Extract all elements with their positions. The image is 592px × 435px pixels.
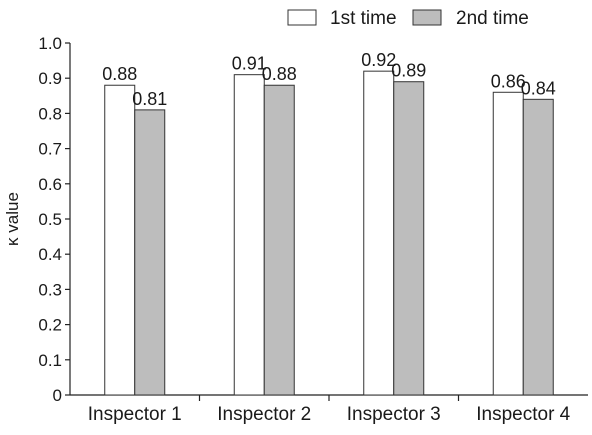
x-axis: Inspector 1 Inspector 2 Inspector 3 Inspect… <box>70 394 588 425</box>
y-tick-label: 1.0 <box>38 34 62 53</box>
legend-label-1st-time: 1st time <box>330 8 397 29</box>
data-label: 0.91 <box>232 54 267 74</box>
bar-1st-time <box>233 74 265 396</box>
y-tick-label: 0.5 <box>38 210 62 229</box>
y-tick-label: 0.4 <box>38 245 62 264</box>
bars: 0.880.810.910.880.920.890.860.84 <box>102 50 556 396</box>
data-label: 0.88 <box>102 64 137 84</box>
y-tick-label: 0.6 <box>38 175 62 194</box>
y-tick-label: 0.3 <box>38 280 62 299</box>
bar-2nd-time <box>134 109 166 396</box>
y-tick-label: 0.1 <box>38 351 62 370</box>
y-axis-label: κ value <box>3 192 22 246</box>
y-tick-label: 0.7 <box>38 140 62 159</box>
bar-2nd-time <box>522 98 554 396</box>
y-tick-label: 0.9 <box>38 69 62 88</box>
data-label: 0.89 <box>391 61 426 81</box>
x-tick-label: Inspector 4 <box>476 404 570 425</box>
legend-label-2nd-time: 2nd time <box>456 8 529 29</box>
data-label: 0.84 <box>521 78 556 98</box>
y-tick-label: 0.8 <box>38 104 62 123</box>
x-tick-label: Inspector 2 <box>217 404 311 425</box>
bar-1st-time <box>363 70 395 396</box>
data-label: 0.81 <box>132 89 167 109</box>
data-label: 0.92 <box>361 50 396 70</box>
x-tick-label: Inspector 1 <box>88 404 182 425</box>
data-label: 0.86 <box>491 71 526 91</box>
x-tick-label: Inspector 3 <box>347 404 441 425</box>
bar-1st-time <box>104 84 136 396</box>
y-axis: 0 0.1 0.2 0.3 0.4 0.5 0.6 0.7 0.8 0.9 1.0 <box>38 34 71 405</box>
y-tick-label: 0 <box>53 386 62 405</box>
bar-2nd-time <box>393 81 425 396</box>
bar-1st-time <box>492 91 524 396</box>
y-tick-label: 0.2 <box>38 316 62 335</box>
legend-swatch-2nd-time <box>412 9 442 26</box>
bar-2nd-time <box>263 84 295 396</box>
legend: 1st time 2nd time <box>287 8 529 29</box>
legend-swatch-1st-time <box>287 9 317 26</box>
data-label: 0.88 <box>262 64 297 84</box>
